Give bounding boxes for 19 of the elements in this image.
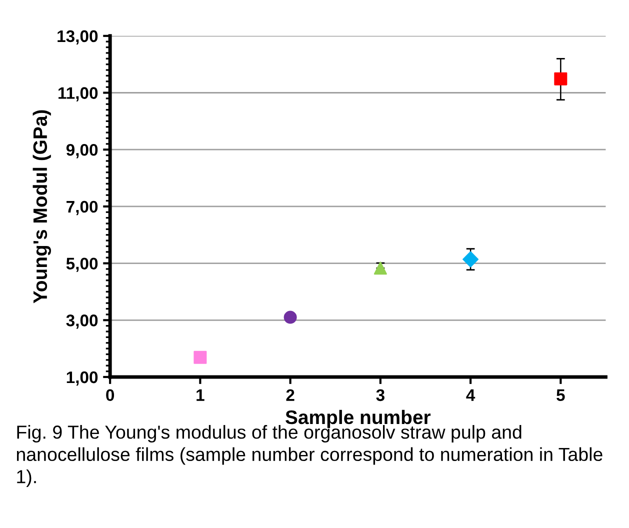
y-tick-label: 11,00 [58,87,98,102]
y-tick-label: 7,00 [66,200,98,216]
y-axis-title: Young's Modul (GPa) [32,110,52,304]
point [374,262,387,275]
y-tick-label: 5,00 [66,258,98,272]
point [462,251,479,268]
y-tick-label: 3,00 [66,314,98,329]
point [284,310,297,324]
x-tick-label: 1 [196,389,204,401]
x-tick-label: 0 [106,389,114,402]
point [194,350,207,364]
point [554,72,568,86]
x-tick-label: 4 [466,389,476,401]
y-tick-label: 1,00 [66,371,98,386]
y-tick-label: 9,00 [66,144,98,158]
x-tick-label: 3 [376,389,384,402]
y-tick-label: 13,00 [58,30,98,45]
x-tick-label: 5 [556,389,565,402]
x-tick-label: 2 [286,389,294,401]
